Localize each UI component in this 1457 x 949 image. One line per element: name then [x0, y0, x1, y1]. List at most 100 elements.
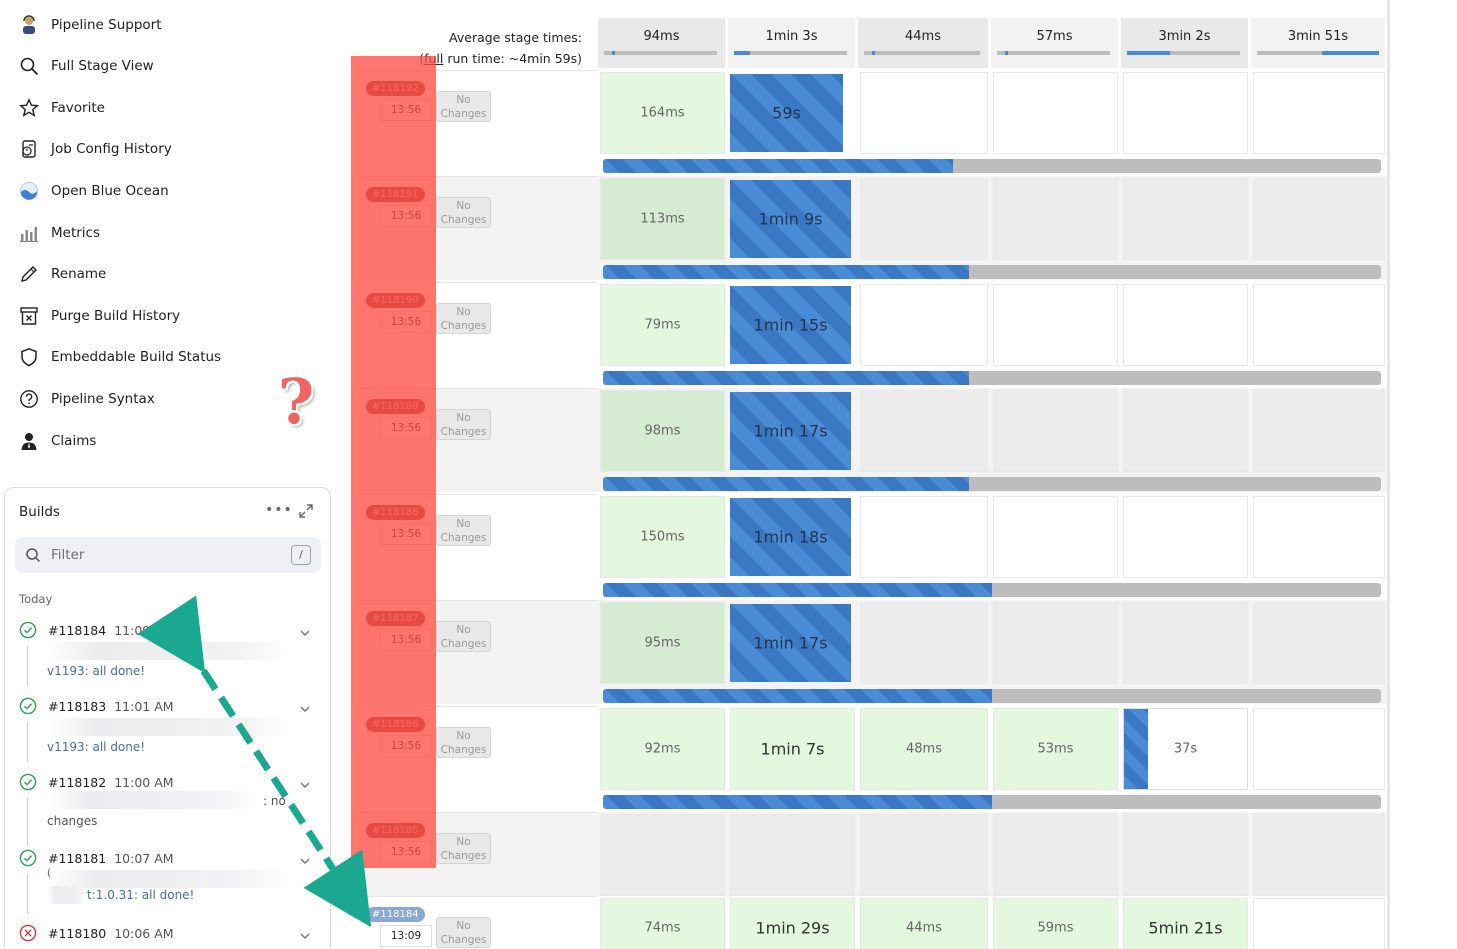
chevron-down-icon[interactable]	[299, 927, 311, 939]
claims-user-icon	[18, 430, 40, 452]
stage-cell-running[interactable]: 1min 18s	[730, 498, 851, 576]
build-number-link[interactable]: #118181	[48, 850, 107, 866]
stage-cell-running[interactable]: 1min 15s	[730, 286, 851, 364]
stage-duration: 44ms	[906, 920, 942, 936]
stage-duration: 59ms	[1037, 920, 1074, 936]
no-changes-button[interactable]: No Changes	[436, 727, 491, 758]
stage-cell-success[interactable]: 79ms	[600, 284, 725, 366]
sidebar-item-full-stage-view[interactable]: Full Stage View	[18, 54, 154, 78]
sidebar-item-label: Pipeline Syntax	[51, 391, 155, 407]
success-check-icon	[19, 621, 37, 639]
stage-cell-success[interactable]: 74ms	[600, 898, 725, 949]
success-check-icon	[19, 697, 37, 715]
sidebar-item-open-blue-ocean[interactable]: Open Blue Ocean	[18, 179, 169, 203]
stage-cell-success[interactable]: 44ms	[860, 898, 988, 949]
purge-icon	[18, 305, 40, 327]
sidebar-item-rename[interactable]: Rename	[18, 262, 106, 286]
sidebar-item-label: Open Blue Ocean	[51, 183, 169, 199]
stage-cell-success[interactable]: 92ms	[600, 708, 725, 790]
pencil-icon	[18, 263, 40, 285]
failed-x-icon	[19, 924, 37, 942]
stage-cell-empty	[1123, 284, 1248, 366]
stage-cell-success[interactable]: 48ms	[860, 708, 988, 790]
stage-cell-success[interactable]: 95ms	[600, 602, 725, 684]
stage-average-bar-fill	[612, 51, 615, 55]
stage-cell-success[interactable]: 5min 21s	[1123, 898, 1248, 949]
run-progress-fill	[603, 371, 969, 385]
no-changes-button[interactable]: No Changes	[436, 515, 491, 546]
filter-input[interactable]	[51, 545, 271, 565]
no-changes-button[interactable]: No Changes	[436, 197, 491, 228]
sidebar-item-purge-build-history[interactable]: Purge Build History	[18, 304, 180, 328]
build-row[interactable]: #118180 10:06 AM	[19, 923, 174, 943]
stage-cell-success[interactable]: 98ms	[600, 390, 725, 472]
stage-cell-success[interactable]: 164ms	[600, 72, 725, 154]
expand-icon[interactable]	[299, 504, 313, 518]
help-circle-icon	[18, 388, 40, 410]
stage-duration: 74ms	[644, 920, 681, 936]
stage-duration: 79ms	[644, 317, 681, 333]
run-progress-fill	[603, 689, 992, 703]
no-changes-button[interactable]: No Changes	[436, 91, 491, 122]
stage-header-5: 3min 2s	[1121, 18, 1250, 68]
sidebar-item-pipeline-support[interactable]: Pipeline Support	[18, 13, 162, 37]
stage-cell-empty	[1253, 496, 1385, 578]
build-number-link[interactable]: #118182	[48, 774, 107, 790]
stage-average-bar	[1127, 51, 1240, 55]
stage-cell-empty	[1123, 496, 1248, 578]
stage-cell-running[interactable]: 1min 9s	[730, 180, 851, 258]
sidebar-item-embeddable-build-status[interactable]: Embeddable Build Status	[18, 345, 221, 369]
stage-cell-success[interactable]: 59ms	[993, 898, 1118, 949]
sidebar-item-job-config-history[interactable]: Job Config History	[18, 137, 172, 161]
sidebar-item-claims[interactable]: Claims	[18, 429, 96, 453]
stage-cell-empty	[993, 390, 1118, 472]
build-number-link[interactable]: #118184	[48, 622, 107, 638]
stage-cell-success[interactable]: 150ms	[600, 496, 725, 578]
search-icon	[26, 548, 41, 563]
no-changes-button[interactable]: No Changes	[436, 833, 491, 864]
sidebar-item-metrics[interactable]: Metrics	[18, 221, 100, 245]
run-progress-fill	[603, 159, 953, 173]
stage-average-bar-fill	[1005, 51, 1008, 55]
stage-cell-empty	[860, 284, 988, 366]
no-changes-button[interactable]: No Changes	[436, 917, 491, 948]
stage-header-2: 1min 3s	[728, 18, 857, 68]
stage-cell-running[interactable]: 1min 17s	[730, 604, 851, 682]
no-changes-button[interactable]: No Changes	[436, 621, 491, 652]
build-number-link[interactable]: #118180	[48, 925, 107, 941]
no-changes-button[interactable]: No Changes	[436, 303, 491, 334]
full-run-time-value: run time: ~4min 59s)	[443, 51, 582, 66]
stage-cell-empty	[860, 602, 988, 684]
sidebar-item-label: Metrics	[51, 225, 101, 241]
average-stage-times-label: Average stage times:	[449, 30, 582, 45]
stage-average-bar-fill	[1322, 51, 1379, 55]
stage-cell-success[interactable]: 113ms	[600, 178, 725, 260]
success-check-icon	[19, 773, 37, 791]
build-badge[interactable]: #118184	[366, 907, 425, 922]
right-edge-divider	[1387, 0, 1390, 949]
stage-cell-empty	[1253, 178, 1385, 260]
stage-cell-success[interactable]: 1min 29s	[730, 898, 855, 949]
stage-cell-running[interactable]: 1min 17s	[730, 392, 851, 470]
stage-duration: 164ms	[640, 105, 685, 121]
sidebar-item-label: Embeddable Build Status	[51, 349, 222, 365]
sidebar-item-favorite[interactable]: Favorite	[18, 96, 105, 120]
stage-duration: 53ms	[1037, 741, 1074, 757]
build-number-link[interactable]: #118183	[48, 698, 107, 714]
stage-cell-success[interactable]: 53ms	[993, 708, 1118, 790]
build-description: v1193: all done!	[47, 740, 146, 754]
stage-cell-empty	[1253, 284, 1385, 366]
stage-cell-running[interactable]: 37s	[1123, 708, 1248, 790]
stage-progress-stripe	[1124, 709, 1148, 789]
timeline-line	[27, 646, 28, 686]
stage-average-bar	[864, 51, 980, 55]
stage-cell-running[interactable]: 59s	[730, 74, 843, 152]
more-options-icon[interactable]: •••	[265, 502, 293, 518]
sidebar-item-pipeline-syntax[interactable]: Pipeline Syntax	[18, 387, 155, 411]
no-changes-button[interactable]: No Changes	[436, 409, 491, 440]
stage-average-bar-fill	[872, 51, 875, 55]
stage-cell-success[interactable]: 1min 7s	[730, 708, 855, 790]
stage-duration: 1min 15s	[753, 315, 828, 335]
